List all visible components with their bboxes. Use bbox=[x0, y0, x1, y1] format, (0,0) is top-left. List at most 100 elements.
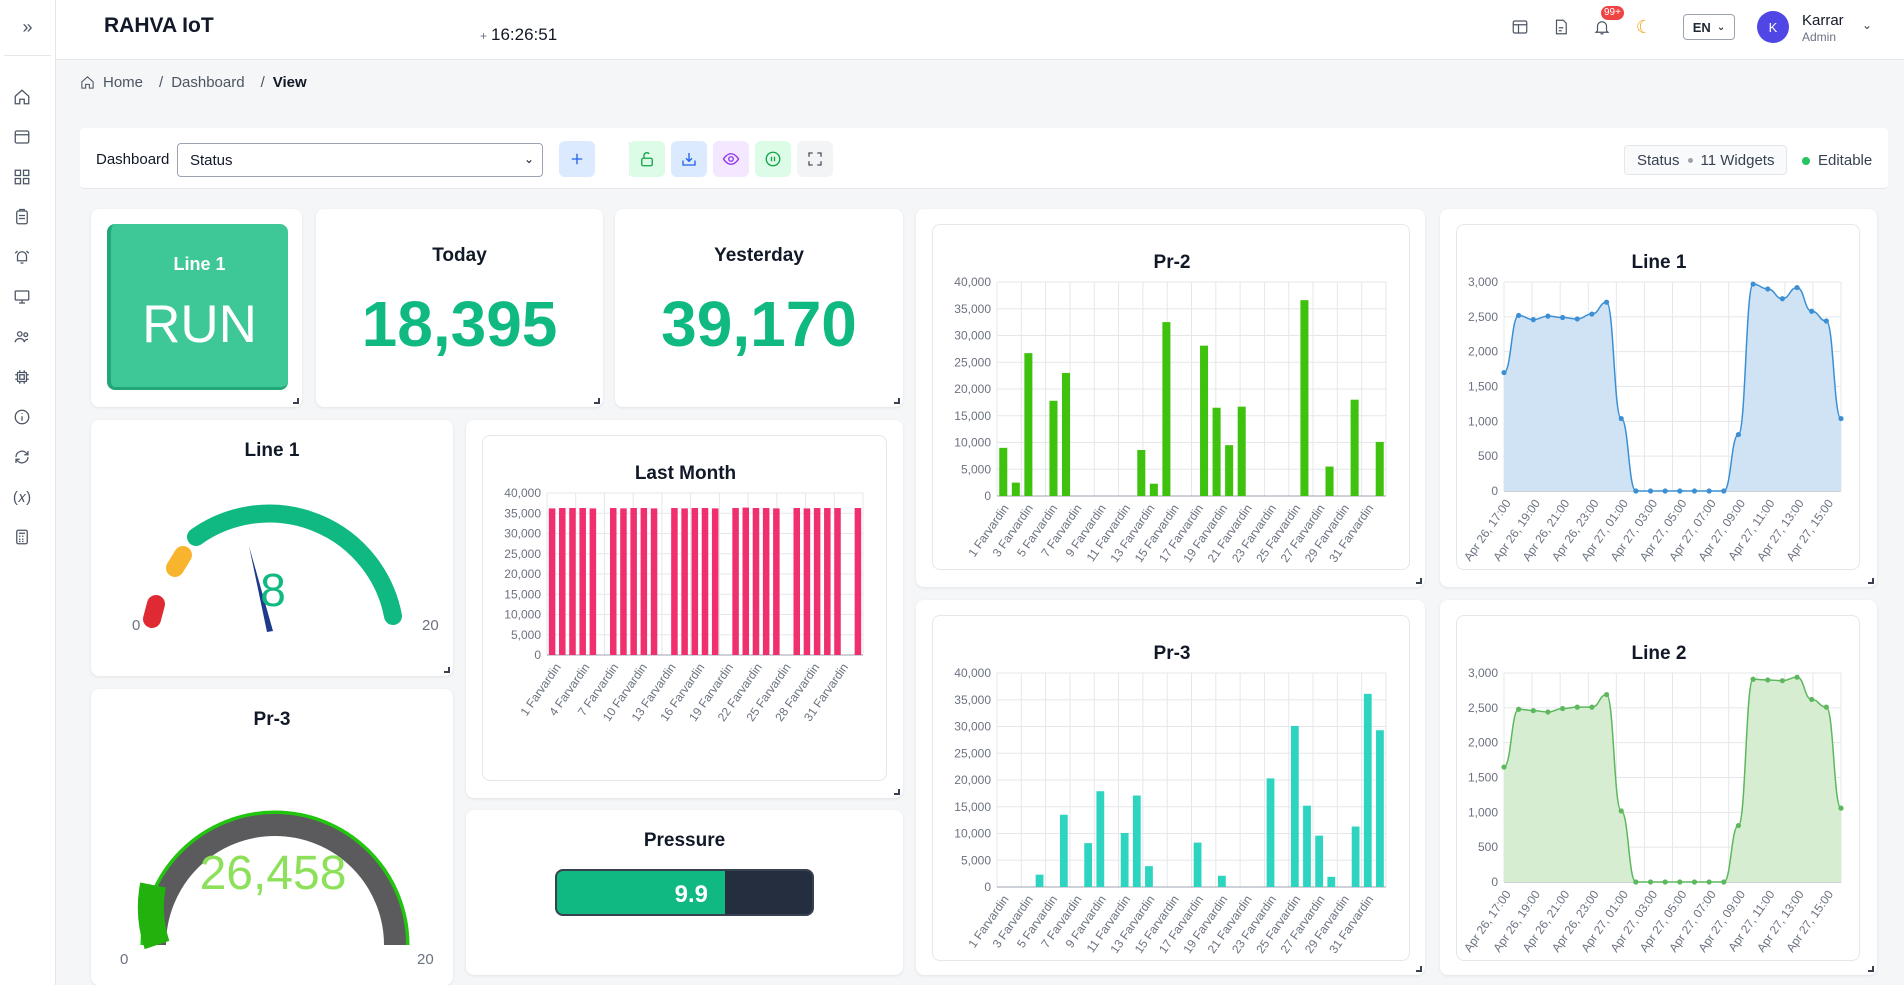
sidebar-toggle[interactable]: » bbox=[4, 0, 51, 56]
data-point bbox=[1662, 879, 1668, 885]
language-select[interactable]: EN ⌄ bbox=[1683, 14, 1735, 40]
bar bbox=[1011, 482, 1020, 496]
today-widget[interactable]: Today 18,395 bbox=[316, 209, 603, 407]
bar bbox=[773, 508, 780, 655]
y-tick-label: 3,000 bbox=[1468, 666, 1498, 680]
monitor-icon[interactable] bbox=[11, 286, 33, 308]
dashboard-icon[interactable] bbox=[11, 166, 33, 188]
clipboard-icon[interactable] bbox=[11, 206, 33, 228]
breadcrumb-dashboard[interactable]: Dashboard bbox=[171, 74, 245, 91]
resize-handle[interactable] bbox=[293, 398, 299, 404]
notifications-bell-icon[interactable]: 99+ bbox=[1591, 6, 1624, 38]
y-tick-label: 40,000 bbox=[954, 666, 991, 680]
download-button[interactable] bbox=[671, 141, 707, 177]
pressure-bar-fill bbox=[557, 871, 726, 914]
resize-handle[interactable] bbox=[594, 398, 600, 404]
y-tick-label: 3,000 bbox=[1468, 275, 1498, 289]
line1-status-widget[interactable]: Line 1 RUN bbox=[91, 209, 302, 407]
window-icon[interactable] bbox=[11, 126, 33, 148]
line1-gauge-widget[interactable]: Line 1 0 20 8 bbox=[91, 420, 453, 676]
bar bbox=[1049, 400, 1058, 496]
bar bbox=[762, 507, 770, 655]
line1-chart-frame: Line 1 0 500 1,000 1,500 2,000 2,500 3,000 Apr 2… bbox=[1456, 224, 1860, 570]
resize-handle[interactable] bbox=[444, 667, 450, 673]
sync-icon[interactable] bbox=[11, 446, 33, 468]
unlock-button[interactable] bbox=[629, 141, 665, 177]
calculator-icon[interactable] bbox=[11, 526, 33, 548]
bar bbox=[1200, 345, 1209, 496]
user-menu-chevron-icon[interactable]: ⌄ bbox=[1862, 18, 1873, 32]
pr3-gauge-widget[interactable]: Pr-3 0 20 26,458 bbox=[91, 689, 453, 985]
chip-icon[interactable] bbox=[11, 366, 33, 388]
bar bbox=[1212, 407, 1221, 496]
line1-chart-widget[interactable]: Line 1 0 500 1,000 1,500 2,000 2,500 3,000 Apr 2… bbox=[1440, 209, 1877, 587]
data-point bbox=[1560, 705, 1566, 712]
pr3-widget[interactable]: Pr-3 0 5,000 10,000 15,000 20,000 25,000 30,000… bbox=[916, 600, 1425, 975]
bar bbox=[1315, 835, 1324, 887]
line2-chart-widget[interactable]: Line 2 0 500 1,000 1,500 2,000 2,500 3,000 Apr 2… bbox=[1440, 600, 1877, 975]
alarm-icon[interactable] bbox=[11, 246, 33, 268]
dashboard-select[interactable]: Status ⌄ bbox=[177, 143, 543, 177]
pause-icon bbox=[765, 151, 781, 167]
eye-icon bbox=[722, 153, 740, 165]
info-icon[interactable] bbox=[11, 406, 33, 428]
pr2-widget[interactable]: Pr-2 0 5,000 10,000 15,000 20,000 25,000 30,000… bbox=[916, 209, 1425, 587]
data-point bbox=[1501, 369, 1507, 376]
pressure-widget[interactable]: Pressure 9.9 bbox=[466, 810, 903, 975]
area-fill bbox=[1504, 677, 1841, 882]
bar bbox=[1237, 406, 1246, 496]
bar bbox=[1149, 483, 1158, 496]
data-point bbox=[1750, 281, 1756, 287]
bar bbox=[579, 507, 586, 655]
y-tick-label: 500 bbox=[1478, 449, 1498, 463]
bar bbox=[671, 507, 678, 655]
gauge-min: 0 bbox=[120, 951, 128, 968]
bar bbox=[681, 508, 688, 655]
notification-badge: 99+ bbox=[1601, 6, 1624, 20]
data-point bbox=[1838, 415, 1844, 422]
fullscreen-button[interactable] bbox=[797, 141, 833, 177]
bar bbox=[1351, 826, 1360, 887]
variable-icon[interactable]: (𝑥) bbox=[12, 488, 32, 506]
bar bbox=[609, 507, 617, 655]
unlock-icon bbox=[641, 152, 653, 167]
resize-handle[interactable] bbox=[1416, 966, 1422, 972]
today-title: Today bbox=[432, 245, 487, 266]
resize-handle[interactable] bbox=[894, 789, 900, 795]
last-month-widget[interactable]: Last Month 0 5,000 10,000 15,000 20,000 25,000… bbox=[466, 420, 903, 798]
download-icon bbox=[682, 153, 696, 166]
user-name[interactable]: Karrar bbox=[1802, 12, 1844, 29]
preview-button[interactable] bbox=[713, 141, 749, 177]
status-name: Status bbox=[1637, 151, 1680, 169]
resize-handle[interactable] bbox=[1416, 578, 1422, 584]
resize-handle[interactable] bbox=[1868, 966, 1874, 972]
layout-icon[interactable] bbox=[1509, 16, 1531, 38]
data-point bbox=[1589, 704, 1595, 710]
document-icon[interactable] bbox=[1550, 16, 1572, 38]
avatar[interactable]: K bbox=[1757, 11, 1789, 43]
moon-icon[interactable]: ☾ bbox=[1635, 16, 1653, 37]
resize-handle[interactable] bbox=[1868, 578, 1874, 584]
pause-button[interactable] bbox=[755, 141, 791, 177]
gauge-title: Line 1 bbox=[244, 440, 300, 461]
chart-title: Line 1 bbox=[1632, 252, 1687, 273]
add-widget-button[interactable] bbox=[559, 141, 595, 177]
resize-handle[interactable] bbox=[894, 398, 900, 404]
line2-chart-frame: Line 2 0 500 1,000 1,500 2,000 2,500 3,000 Apr 2… bbox=[1456, 615, 1860, 961]
status-dot bbox=[1802, 156, 1810, 165]
y-tick-label: 1,000 bbox=[1468, 805, 1498, 819]
yesterday-widget[interactable]: Yesterday 39,170 bbox=[615, 209, 903, 407]
users-icon[interactable] bbox=[11, 326, 33, 348]
bar bbox=[1096, 791, 1105, 887]
bar bbox=[1120, 832, 1129, 887]
bar bbox=[589, 508, 597, 655]
bar bbox=[620, 508, 627, 655]
data-point bbox=[1589, 311, 1595, 317]
y-tick-label: 35,000 bbox=[504, 506, 541, 520]
bar bbox=[1218, 875, 1226, 887]
home-icon[interactable] bbox=[11, 86, 33, 108]
bar bbox=[1266, 778, 1275, 887]
breadcrumb-home[interactable]: Home bbox=[103, 74, 144, 91]
